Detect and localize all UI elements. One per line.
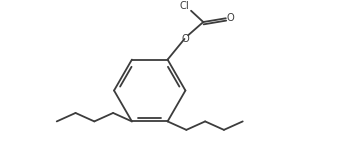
Text: O: O [181, 34, 189, 44]
Text: Cl: Cl [180, 1, 189, 11]
Text: O: O [227, 13, 234, 23]
